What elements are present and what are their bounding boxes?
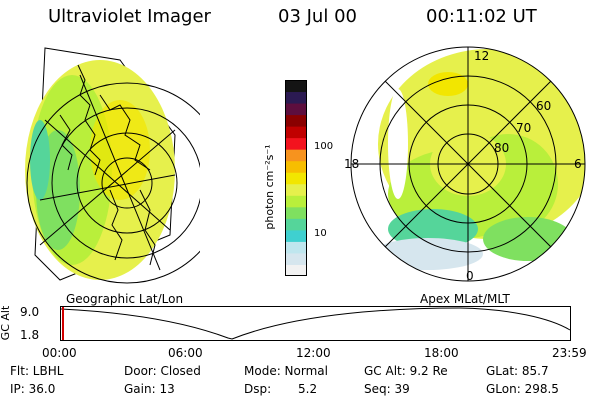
- colorbar-border: [285, 80, 307, 276]
- colorbar-band: [285, 264, 307, 277]
- mlt-label-6: 6: [574, 157, 582, 171]
- footer-flt: Flt: LBHL: [10, 364, 64, 378]
- colorbar-unit-label: photon cm⁻²s⁻¹: [263, 144, 276, 230]
- strip-xtick-0000: 00:00: [42, 346, 77, 360]
- colorbar-gradient: [285, 80, 307, 277]
- colorbar-tick-100: 100: [314, 141, 334, 152]
- colorbar-band: [285, 241, 307, 254]
- left-aurora-image: [25, 60, 175, 280]
- coastlines: [59, 64, 156, 266]
- strip-xtick-2359: 23:59: [552, 346, 587, 360]
- strip-ymin: 1.8: [20, 328, 40, 342]
- strip-xtick-1800: 18:00: [424, 346, 459, 360]
- footer-dsp-label: Dsp:: [244, 382, 272, 396]
- polar-grid: [350, 46, 586, 282]
- lat-label-60: 60: [536, 99, 551, 113]
- aurora-arc: [398, 123, 408, 165]
- strip-ymax: 9.0: [20, 305, 40, 319]
- colorbar-band: [285, 183, 307, 196]
- geographic-grid: [26, 74, 200, 284]
- colorbar-band: [285, 91, 307, 104]
- mlt-label-18: 18: [344, 157, 359, 171]
- mlt-label-0: 0: [466, 269, 474, 283]
- colorbar-tick-10: 10: [314, 228, 327, 239]
- lat-label-80: 80: [494, 141, 509, 155]
- left-map-label: Geographic Lat/Lon: [66, 292, 184, 306]
- colorbar-band: [285, 149, 307, 162]
- colorbar-band: [285, 195, 307, 208]
- observation-time: 00:11:02 UT: [426, 6, 537, 27]
- colorbar-band: [285, 80, 307, 93]
- altitude-curve: [60, 307, 571, 340]
- geographic-map: [25, 47, 200, 284]
- strip-xtick-1200: 12:00: [296, 346, 331, 360]
- footer-mode: Mode: Normal: [244, 364, 328, 378]
- globe-outline: [34, 47, 176, 281]
- footer-glon: GLon: 298.5: [486, 382, 559, 396]
- footer-seq: Seq: 39: [364, 382, 410, 396]
- colorbar: [285, 80, 307, 277]
- colorbar-band: [285, 172, 307, 185]
- footer-gc-alt: GC Alt: 9.2 Re: [364, 364, 448, 378]
- colorbar-band: [285, 126, 307, 139]
- footer-ip: IP: 36.0: [10, 382, 56, 396]
- apex-polar-map: 12 18 6 0 60 70 80: [344, 46, 586, 283]
- footer-glat: GLat: 85.7: [486, 364, 549, 378]
- colorbar-band: [285, 160, 307, 173]
- footer-dsp-value: 5.2: [298, 382, 318, 396]
- footer-gain: Gain: 13: [124, 382, 175, 396]
- colorbar-band: [285, 218, 307, 231]
- colorbar-band: [285, 137, 307, 150]
- lat-label-70: 70: [516, 121, 531, 135]
- observation-date: 03 Jul 00: [278, 6, 357, 27]
- strip-xtick-0600: 06:00: [168, 346, 203, 360]
- footer-door: Door: Closed: [124, 364, 201, 378]
- right-map-label: Apex MLat/MLT: [420, 292, 510, 306]
- colorbar-band: [285, 206, 307, 219]
- colorbar-band: [285, 114, 307, 127]
- altitude-strip-chart: [60, 306, 571, 341]
- mlt-label-12: 12: [474, 49, 489, 63]
- colorbar-band: [285, 229, 307, 242]
- colorbar-band: [285, 103, 307, 116]
- instrument-title: Ultraviolet Imager: [48, 6, 211, 27]
- colorbar-band: [285, 252, 307, 265]
